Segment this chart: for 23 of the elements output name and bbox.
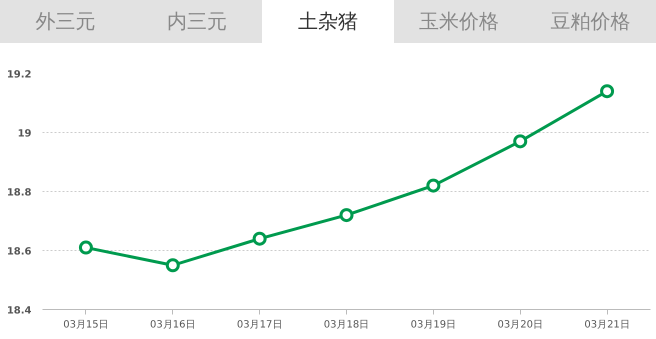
point (600, 84, 614, 98)
point (426, 178, 440, 193)
point (513, 134, 528, 148)
point (78, 240, 93, 255)
y-tick-label: 18.6 (6, 246, 32, 258)
x-tick-label: 03月15日 (63, 320, 109, 330)
x-tick-label: 03月20日 (497, 320, 543, 330)
x-tick-label: 03月19日 (410, 320, 456, 330)
point (252, 232, 267, 246)
tab: 内三元 (131, 0, 262, 43)
tab: 外三元 (0, 0, 132, 43)
x-tick-label: 03月18日 (324, 320, 370, 330)
x-tick-label: 03月16日 (150, 320, 196, 330)
y-tick-label: 19 (18, 128, 32, 140)
x-tick-label: 03月21日 (584, 320, 630, 330)
y-tick-label: 18.8 (6, 188, 32, 198)
y-tick-label: 19.2 (6, 70, 32, 80)
y-tick-label: 18.4 (6, 306, 32, 316)
point (166, 258, 180, 272)
x-tick-label: 03月17日 (236, 320, 282, 330)
tab: 玉米价格 (394, 0, 525, 43)
point (340, 208, 354, 222)
tab: 豆粕价格 (524, 0, 656, 43)
